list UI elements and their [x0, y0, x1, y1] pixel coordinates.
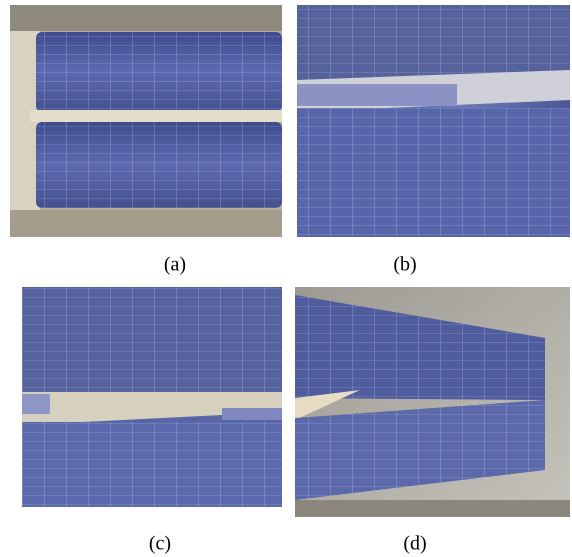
photo-c: [22, 287, 282, 507]
photo-b: [297, 5, 570, 237]
caption-label: (c): [149, 533, 171, 555]
caption-label: (a): [164, 254, 186, 276]
photo-d: [295, 287, 570, 517]
figure: (a) (b) (c) (d): [0, 0, 572, 557]
photo-a: [10, 5, 282, 237]
caption-label: (b): [393, 254, 416, 276]
caption-label: (d): [403, 533, 426, 555]
